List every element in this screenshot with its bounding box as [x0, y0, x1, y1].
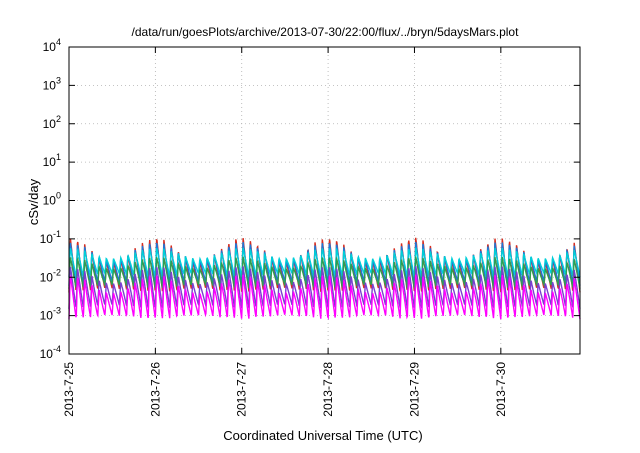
x-tick-label: 2013-7-28 — [321, 362, 335, 417]
y-tick-label: 101 — [43, 152, 61, 169]
y-tick-label: 10-4 — [40, 344, 61, 361]
y-tick-label: 102 — [43, 114, 61, 131]
x-tick-label: 2013-7-30 — [494, 362, 508, 417]
y-tick-label: 104 — [43, 37, 61, 54]
series-layer — [68, 237, 581, 321]
x-tick-label: 2013-7-29 — [407, 362, 421, 417]
x-tick-label: 2013-7-25 — [62, 362, 76, 417]
grid-layer — [69, 47, 580, 354]
series-line — [68, 247, 581, 279]
y-tick-label: 10-3 — [40, 306, 61, 323]
x-tick-label: 2013-7-27 — [235, 362, 249, 417]
y-tick-label: 100 — [43, 191, 61, 208]
y-tick-label: 103 — [43, 75, 61, 92]
y-axis-label: cSv/day — [26, 178, 41, 225]
x-tick-label: 2013-7-26 — [148, 362, 162, 417]
series-line — [68, 265, 581, 310]
series-line — [68, 274, 581, 321]
y-tick-label: 10-1 — [40, 229, 61, 246]
x-axis-label: Coordinated Universal Time (UTC) — [223, 428, 422, 443]
y-tick-label: 10-2 — [40, 267, 61, 284]
chart-title: /data/run/goesPlots/archive/2013-07-30/2… — [132, 25, 520, 39]
tick-layer: 10-4 10-3 10-2 10-1 100 101 102 103 104 2013-7-25… — [40, 37, 580, 417]
series-line — [68, 256, 581, 290]
